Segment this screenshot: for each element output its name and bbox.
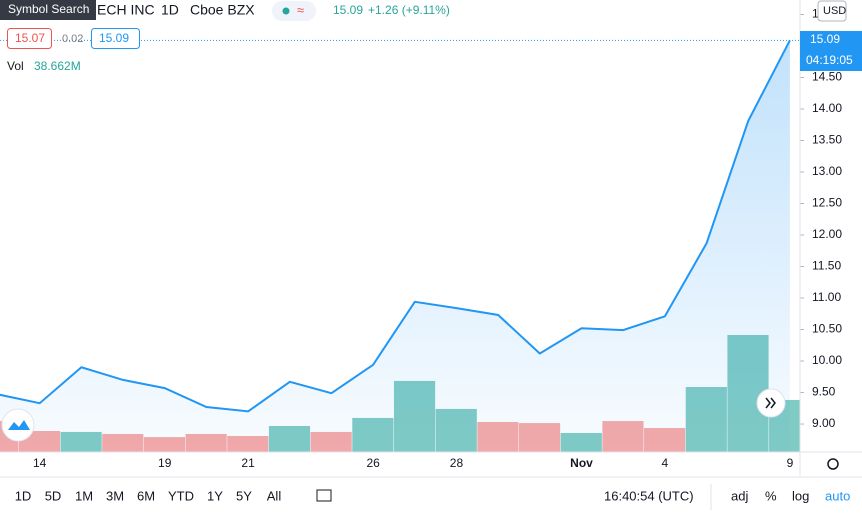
y-tick-label: 12.50 (812, 196, 842, 210)
auto[interactable]: auto (825, 488, 850, 503)
y-tick-label: 11.50 (812, 259, 841, 273)
range-button[interactable]: 5Y (236, 488, 252, 503)
range-button[interactable]: 6M (137, 488, 155, 503)
clock: 16:40:54 (UTC) (604, 488, 694, 503)
countdown: 04:19:05 (806, 53, 853, 67)
range-button[interactable]: YTD (168, 488, 194, 503)
interval[interactable]: 1D (161, 2, 179, 18)
ask: 15.09 (99, 31, 129, 45)
y-tick-label: 9.50 (812, 385, 836, 399)
range-button[interactable]: 1D (15, 488, 32, 503)
change: +1.26 (+9.11%) (368, 3, 450, 17)
range-button[interactable]: All (267, 488, 282, 503)
adj[interactable]: adj (731, 488, 748, 503)
delayed-icon: ≈ (297, 2, 304, 17)
y-tick-label: 14.50 (812, 70, 842, 84)
range-button[interactable]: 5D (45, 488, 62, 503)
last-price-tag (800, 31, 862, 71)
x-tick-label: 4 (662, 456, 669, 470)
x-tick-label: 21 (241, 456, 255, 470)
bid-box[interactable] (7, 28, 52, 49)
tooltip: Symbol Search (8, 2, 89, 16)
percent[interactable]: % (765, 488, 777, 503)
area (0, 40, 790, 452)
price: 15.09 (333, 3, 363, 17)
y-tick-label: 10.50 (812, 322, 842, 336)
plot (0, 39, 800, 452)
range-buttons: 1D 5D 1M 3M 6M YTD 1Y 5Y All (15, 488, 282, 503)
ask-box[interactable] (91, 28, 140, 49)
logo (8, 420, 30, 430)
currency: USD (823, 5, 846, 17)
spread: 0.02 (62, 33, 83, 45)
scroll-icon (765, 397, 776, 409)
compare-icon[interactable] (316, 489, 332, 502)
exchange: Cboe BZX (190, 2, 255, 18)
y-tick-label: 11.00 (812, 290, 841, 304)
bid: 15.07 (15, 31, 45, 45)
x-tick-label: 14 (33, 456, 47, 470)
currency-box[interactable] (817, 0, 847, 22)
range-button[interactable]: 3M (106, 488, 124, 503)
vol-value: 38.662M (34, 59, 81, 73)
x-tick-label: 28 (450, 456, 464, 470)
price-line (0, 39, 791, 413)
y-tick-label: 14.00 (812, 101, 842, 115)
x-tick-label: 19 (158, 456, 172, 470)
y-tick-label: 13.00 (812, 164, 842, 178)
vol-label: Vol (7, 59, 24, 73)
tooltip-bg (0, 0, 96, 20)
x-tick-label: 26 (366, 456, 380, 470)
time-axis: 14 19 21 26 28 Nov 4 9 (33, 456, 794, 470)
y-tick-label: 10.00 (812, 353, 842, 367)
settings-icon[interactable] (827, 458, 839, 470)
y-tick-label: 9.00 (812, 416, 836, 430)
status-pill (272, 1, 316, 21)
range-button[interactable]: 1Y (207, 488, 223, 503)
logo-button[interactable] (1, 408, 35, 442)
y-tick-label: 13.50 (812, 133, 842, 147)
y-tick-label: 12.00 (812, 227, 842, 241)
range-button[interactable]: 1M (75, 488, 93, 503)
market-dot (282, 7, 290, 15)
last-price: 15.09 (810, 32, 840, 46)
log[interactable]: log (792, 488, 809, 503)
x-tick-label: 9 (787, 456, 794, 470)
scroll-button[interactable] (756, 388, 786, 418)
x-tick-label: Nov (570, 456, 593, 470)
symbol[interactable]: ECH INC (97, 2, 155, 18)
